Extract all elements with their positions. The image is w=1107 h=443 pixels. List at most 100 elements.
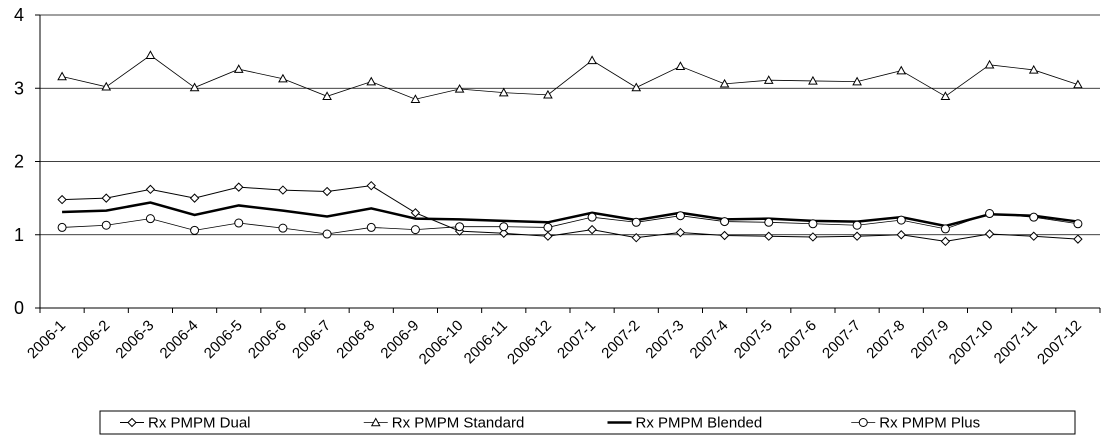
x-tick-label: 2006-8 (333, 317, 378, 362)
series-line (62, 213, 1078, 235)
x-tick-label: 2006-11 (461, 317, 511, 367)
point (631, 217, 641, 227)
x-tick-label: 2007-8 (863, 317, 908, 362)
point (410, 225, 420, 235)
point (763, 75, 774, 84)
point (57, 194, 67, 205)
legend-label: Rx PMPM Blended (636, 415, 763, 432)
point (808, 219, 818, 229)
x-tick-label: 2006-5 (201, 317, 246, 362)
point (278, 73, 288, 83)
point (852, 76, 862, 86)
x-tick-label: 2007-7 (819, 317, 864, 362)
point (1073, 79, 1083, 89)
point (985, 209, 995, 219)
x-tick-label: 2007-1 (554, 317, 599, 362)
point (940, 236, 951, 247)
point (145, 184, 156, 195)
x-tick-label: 2007-5 (731, 317, 776, 362)
point (57, 222, 67, 232)
legend-label: Rx PMPM Dual (148, 415, 251, 432)
point (366, 222, 376, 232)
point (1073, 234, 1083, 244)
x-tick-label: 2006-4 (157, 317, 202, 362)
point (587, 224, 597, 235)
x-tick-label: 2006-1 (24, 317, 69, 362)
x-tick-label: 2007-12 (1034, 317, 1085, 368)
point (234, 182, 244, 192)
point (499, 228, 509, 238)
series-line (61, 54, 1079, 100)
point (858, 418, 868, 427)
x-tick-label: 2006-12 (504, 317, 555, 368)
point (499, 222, 509, 232)
point (101, 81, 112, 91)
point (808, 232, 818, 242)
point (57, 71, 67, 81)
point (543, 89, 553, 99)
x-tick-label: 2006-6 (245, 317, 290, 362)
x-tick-label: 2006-3 (112, 317, 157, 362)
point (896, 230, 906, 240)
point (322, 186, 332, 197)
point (455, 222, 465, 232)
point (896, 65, 907, 75)
series-line (62, 201, 1079, 228)
point (278, 223, 288, 233)
point (234, 218, 244, 228)
point (366, 180, 376, 191)
x-tick-label: 2007-10 (946, 317, 997, 368)
y-tick-label: 0 (14, 298, 24, 318)
point (101, 220, 111, 230)
x-tick-label: 2006-2 (68, 317, 113, 362)
point (190, 225, 200, 235)
y-tick-label: 1 (14, 225, 24, 245)
legend-label: Rx PMPM Plus (879, 415, 980, 432)
point (984, 59, 995, 69)
point (1029, 231, 1039, 241)
x-tick-label: 2007-4 (687, 317, 732, 362)
point (587, 212, 597, 222)
point (675, 61, 686, 70)
legend-entry: Rx PMPM Dual (120, 415, 251, 432)
point (366, 76, 377, 86)
legend-entry: Rx PMPM Plus (851, 415, 980, 432)
x-tick-label: 2007-11 (991, 317, 1041, 367)
point (808, 75, 818, 85)
legend-box (99, 410, 1076, 435)
point (764, 231, 774, 241)
point (719, 230, 730, 241)
point (145, 50, 156, 59)
point (1029, 212, 1039, 222)
point (322, 91, 332, 101)
point (454, 83, 465, 93)
point (940, 91, 951, 101)
legend-entry: Rx PMPM Standard (363, 415, 524, 432)
point (675, 227, 686, 238)
point (189, 82, 200, 92)
x-tick-label: 2007-2 (598, 317, 643, 362)
y-tick-label: 2 (14, 152, 24, 172)
x-tick-label: 2006-10 (416, 317, 467, 368)
point (410, 208, 421, 218)
point (719, 78, 730, 88)
point (498, 87, 509, 97)
point (322, 229, 332, 239)
point (984, 229, 995, 239)
point (631, 82, 642, 92)
point (410, 94, 421, 103)
point (764, 217, 774, 227)
point (852, 220, 862, 230)
legend-entry: Rx PMPM Blended (607, 415, 763, 432)
point (543, 231, 553, 241)
point (145, 214, 155, 224)
point (233, 64, 244, 73)
point (940, 224, 950, 234)
point (189, 193, 200, 203)
x-tick-label: 2007-3 (642, 317, 687, 362)
y-tick-label: 3 (14, 78, 24, 98)
x-tick-label: 2007-6 (775, 317, 820, 362)
series-line (62, 185, 1078, 242)
point (1073, 219, 1083, 229)
